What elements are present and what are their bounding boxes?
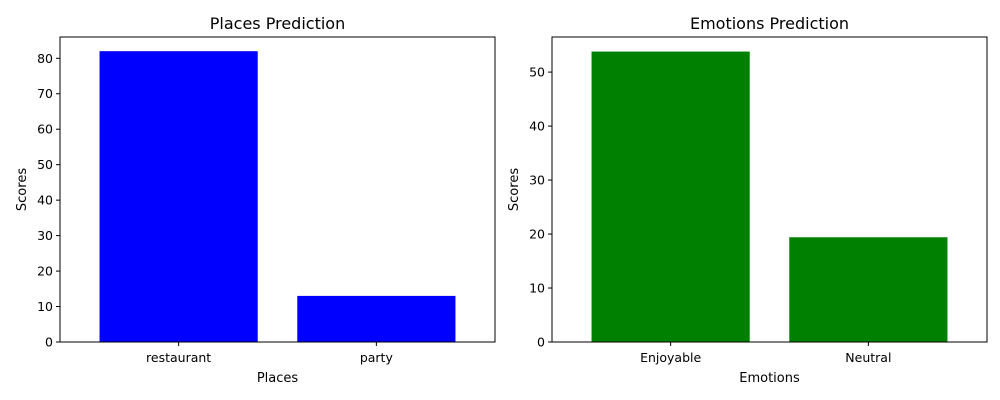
places-chart: Places Prediction Places Scores restaura… <box>15 14 496 386</box>
plot-frame <box>59 36 496 343</box>
x-tick-label: Neutral <box>845 350 891 365</box>
y-tick-label: 40 <box>37 193 53 208</box>
bar-party <box>297 295 456 342</box>
y-tick-label: 20 <box>37 264 53 279</box>
y-tick-label: 80 <box>37 51 53 66</box>
chart-title: Emotions Prediction <box>690 14 849 33</box>
y-axis-label: Scores <box>507 168 522 211</box>
chart-title: Places Prediction <box>210 14 345 33</box>
x-tick-label: restaurant <box>146 350 211 365</box>
x-axis-label: Places <box>257 371 299 386</box>
y-tick-label: 20 <box>529 227 545 242</box>
ticks-group: Enjoyable Neutral 0 10 20 30 40 50 <box>529 65 891 365</box>
y-tick-label: 30 <box>37 228 53 243</box>
plot-frame <box>551 36 988 343</box>
bars-group <box>99 51 456 343</box>
x-axis-label: Emotions <box>739 371 800 386</box>
bars-group <box>591 51 948 342</box>
y-tick-label: 10 <box>37 299 53 314</box>
y-tick-label: 30 <box>529 173 545 188</box>
bar-restaurant <box>99 51 258 343</box>
bar-enjoyable <box>591 51 750 342</box>
y-tick-label: 60 <box>37 122 53 137</box>
y-tick-label: 50 <box>37 157 53 172</box>
y-tick-label: 0 <box>537 335 545 350</box>
y-tick-label: 40 <box>529 119 545 134</box>
y-tick-label: 50 <box>529 65 545 80</box>
y-tick-label: 10 <box>529 281 545 296</box>
y-axis-label: Scores <box>15 168 30 211</box>
ticks-group: restaurant party 0 10 20 30 40 50 60 70 80 <box>37 51 393 365</box>
x-tick-label: Enjoyable <box>640 350 701 365</box>
bar-neutral <box>789 237 948 342</box>
y-tick-label: 70 <box>37 86 53 101</box>
x-tick-label: party <box>360 350 394 365</box>
y-tick-label: 0 <box>45 335 53 350</box>
emotions-chart: Emotions Prediction Emotions Scores Enjo… <box>507 14 988 386</box>
